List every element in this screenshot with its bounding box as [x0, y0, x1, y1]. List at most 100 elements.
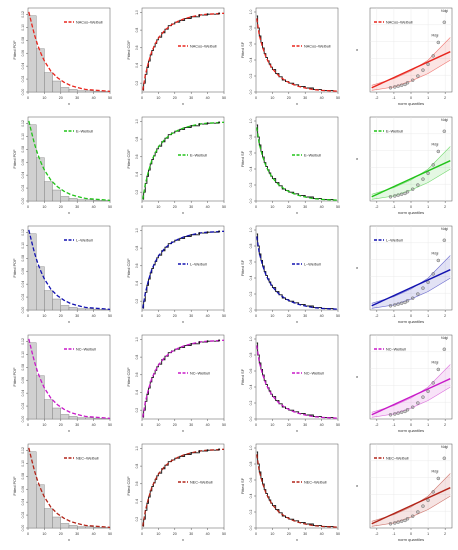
histogram-bar	[44, 181, 53, 202]
confidence-band	[371, 473, 451, 527]
x-tick-label: -1	[392, 314, 395, 318]
y-tick-label: 0.4	[249, 58, 253, 63]
x-tick-label: 50	[108, 423, 112, 427]
fitted-cdf-line	[142, 12, 225, 91]
qq-point	[411, 514, 415, 518]
qq-point-annotation: f4dgi	[431, 361, 438, 365]
x-tick-label: 0	[255, 96, 257, 100]
sf-panel: 0 10 20 30 40 50 0.0 0.2 0.4 0.6 0.8 1.0 x Fitted SF L…	[240, 225, 340, 324]
x-tick-label: 10	[42, 205, 46, 209]
x-tick-label: 10	[270, 423, 274, 427]
legend-label: NEC–Weibull	[76, 456, 99, 460]
y-tick-label: 0.0	[249, 308, 253, 313]
fitted-pdf-line	[28, 120, 111, 202]
x-axis-label: x	[296, 319, 298, 324]
qq-annotation: f4dgi	[441, 227, 448, 231]
qq-point	[416, 401, 420, 405]
ecdf-point	[218, 12, 220, 15]
x-tick-label: 20	[173, 96, 177, 100]
qq-point	[393, 412, 397, 416]
qq-point	[396, 411, 400, 415]
empirical-cdf-line	[142, 122, 220, 200]
x-tick-label: 50	[336, 96, 340, 100]
y-axis-label: x	[354, 267, 359, 269]
y-tick-label: 0.8	[249, 135, 253, 140]
histogram-bar	[68, 525, 78, 529]
qq-point	[426, 498, 430, 502]
x-axis-label: x	[68, 101, 70, 106]
x-tick-label: 2	[444, 205, 446, 209]
x-tick-label: 20	[59, 423, 63, 427]
qq-point	[388, 413, 393, 417]
x-tick-label: 0	[141, 96, 143, 100]
x-tick-label: -2	[375, 205, 378, 209]
ecdf-point	[190, 233, 193, 236]
x-tick-label: 30	[75, 205, 79, 209]
y-tick-label: 0.8	[249, 26, 253, 31]
y-axis-label: Fitted SF	[240, 41, 245, 58]
ecdf-point	[198, 450, 201, 452]
y-tick-label: 0.10	[21, 24, 25, 31]
qq-point	[388, 86, 393, 90]
fitted-pdf-line	[28, 338, 111, 420]
x-tick-label: 20	[173, 205, 177, 209]
histogram-bar	[76, 199, 86, 202]
x-tick-label: 30	[189, 96, 193, 100]
legend-label: NC–Weibull	[304, 371, 324, 375]
y-tick-label: 0.8	[135, 28, 139, 33]
x-tick-label: 10	[156, 314, 160, 318]
y-tick-label: 0.6	[249, 478, 253, 483]
x-tick-label: 20	[59, 96, 63, 100]
y-tick-label: 0.4	[135, 281, 139, 286]
plot-frame	[141, 225, 225, 311]
y-axis-label: Fitted CDF	[126, 149, 131, 169]
x-tick-label: 2	[444, 532, 446, 536]
x-tick-label: 0	[27, 423, 29, 427]
x-tick-label: 1	[427, 423, 429, 427]
x-tick-label: 10	[42, 423, 46, 427]
qq-point	[431, 163, 435, 167]
plot-frame	[141, 334, 225, 420]
fitted-sf-line	[256, 454, 339, 528]
qq-point-annotation: f4dgi	[431, 34, 438, 38]
histogram-bar	[68, 89, 78, 93]
qq-point	[431, 272, 435, 276]
qq-fit-line	[371, 160, 451, 198]
x-axis-label: x	[296, 210, 298, 215]
qq-point	[399, 83, 404, 87]
empirical-sf-line	[256, 451, 334, 528]
y-tick-label: 0.2	[135, 81, 139, 86]
y-tick-label: 0.00	[21, 89, 25, 96]
empirical-sf-line	[256, 342, 334, 419]
x-tick-label: 0	[141, 532, 143, 536]
lower-band-line	[371, 277, 451, 309]
qq-point	[403, 300, 407, 305]
qq-point	[399, 192, 404, 196]
x-tick-label: 20	[173, 423, 177, 427]
ecdf-point	[206, 340, 209, 343]
x-tick-label: -1	[392, 423, 395, 427]
qq-point	[426, 280, 430, 284]
plot-frame	[141, 116, 225, 202]
x-tick-label: 40	[320, 532, 324, 536]
empirical-cdf-line	[142, 449, 220, 527]
y-tick-label: 0.12	[21, 447, 25, 454]
y-axis-label: x	[354, 485, 359, 487]
y-tick-label: 1.0	[135, 119, 139, 124]
histogram-bar	[44, 72, 53, 93]
qq-point	[403, 191, 407, 196]
qq-fit-line	[371, 51, 451, 89]
qq-point	[416, 510, 420, 514]
qq-point	[399, 519, 404, 523]
y-tick-label: 0.12	[21, 229, 25, 236]
ecdf-point	[190, 124, 193, 127]
legend-label: L–Weibull	[76, 238, 93, 242]
x-tick-label: 40	[320, 205, 324, 209]
ecdf-point	[190, 342, 193, 345]
qq-point-annotation: f4dgi	[431, 252, 438, 256]
fitted-sf-line	[256, 236, 339, 310]
y-axis-label: Fitted CDF	[126, 367, 131, 387]
ecdf-point	[206, 231, 209, 234]
x-tick-label: 50	[222, 423, 226, 427]
x-tick-label: 40	[92, 314, 96, 318]
